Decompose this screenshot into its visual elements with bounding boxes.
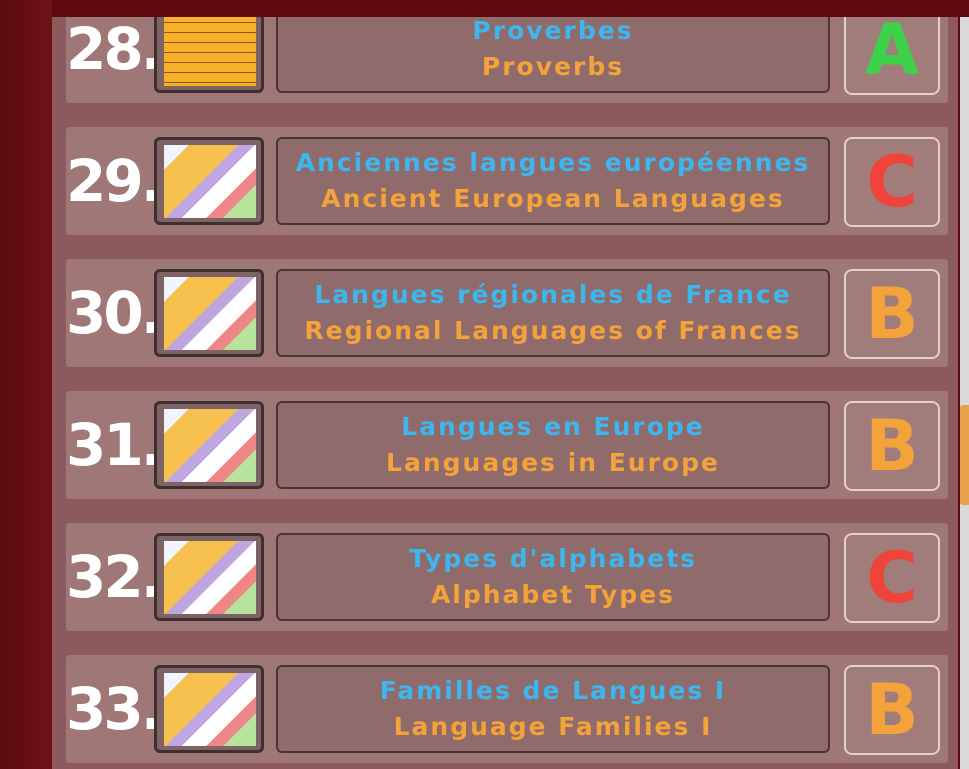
europe-map-icon: [154, 137, 264, 225]
title-english: Ancient European Languages: [321, 184, 785, 213]
scrollbar-track[interactable]: [960, 17, 969, 769]
europe-map-icon: [154, 665, 264, 753]
lesson-number: 31.: [66, 411, 163, 479]
title-english: Proverbs: [481, 52, 625, 81]
title-french: Types d'alphabets: [408, 544, 698, 573]
lesson-number: 32.: [66, 543, 163, 611]
lesson-row[interactable]: 28. Proverbes Proverbs A: [66, 17, 948, 103]
grade-badge: B: [844, 269, 940, 359]
lesson-number: 30.: [66, 279, 163, 347]
background: [0, 0, 52, 769]
lesson-row[interactable]: 29. Anciennes langues européennes Ancien…: [66, 127, 948, 235]
title-french: Langues en Europe: [401, 412, 705, 441]
lesson-list[interactable]: 28. Proverbes Proverbs A 29. Anciennes la…: [52, 17, 958, 769]
lesson-row[interactable]: 30. Langues régionales de France Regiona…: [66, 259, 948, 367]
scrollbar-thumb[interactable]: [960, 405, 969, 505]
title-english: Regional Languages of Frances: [304, 316, 802, 345]
title-english: Language Families I: [393, 712, 713, 741]
grade-badge: B: [844, 401, 940, 491]
title-french: Langues régionales de France: [314, 280, 792, 309]
lesson-number: 28.: [66, 17, 163, 83]
lesson-number: 29.: [66, 147, 163, 215]
title-french: Proverbes: [472, 17, 634, 45]
lesson-title-button[interactable]: Langues en Europe Languages in Europe: [276, 401, 830, 489]
lesson-title-button[interactable]: Types d'alphabets Alphabet Types: [276, 533, 830, 621]
notepad-icon: [154, 17, 264, 93]
title-french: Anciennes langues européennes: [295, 148, 811, 177]
title-french: Familles de Langues I: [379, 676, 727, 705]
lesson-title-button[interactable]: Anciennes langues européennes Ancient Eu…: [276, 137, 830, 225]
lesson-title-button[interactable]: Proverbes Proverbs: [276, 17, 830, 93]
lesson-title-button[interactable]: Langues régionales de France Regional La…: [276, 269, 830, 357]
lesson-row[interactable]: 32. Types d'alphabets Alphabet Types C: [66, 523, 948, 631]
grade-badge: B: [844, 665, 940, 755]
europe-map-icon: [154, 533, 264, 621]
lesson-title-button[interactable]: Familles de Langues I Language Families …: [276, 665, 830, 753]
title-english: Alphabet Types: [430, 580, 676, 609]
grade-badge: A: [844, 17, 940, 95]
grade-badge: C: [844, 137, 940, 227]
lesson-row[interactable]: 33. Familles de Langues I Language Famil…: [66, 655, 948, 763]
grade-badge: C: [844, 533, 940, 623]
lesson-number: 33.: [66, 675, 163, 743]
europe-map-icon: [154, 401, 264, 489]
lesson-row[interactable]: 31. Langues en Europe Languages in Europ…: [66, 391, 948, 499]
title-english: Languages in Europe: [386, 448, 720, 477]
europe-map-icon: [154, 269, 264, 357]
